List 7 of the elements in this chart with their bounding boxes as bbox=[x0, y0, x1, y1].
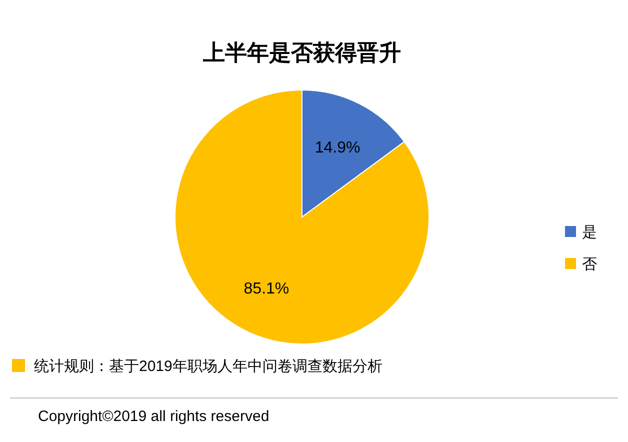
data-label: 14.9% bbox=[314, 140, 360, 157]
text: Copyright©2019 all rights reserved bbox=[38, 408, 270, 425]
legend-label: 是 bbox=[582, 224, 597, 241]
title: 上半年是否获得晋升 bbox=[203, 40, 401, 65]
data-label: 85.1% bbox=[244, 280, 290, 298]
legend-label: 否 bbox=[582, 256, 597, 273]
text: 统计规则：基于2019年职场人年中问卷调查数据分析 bbox=[34, 358, 382, 375]
